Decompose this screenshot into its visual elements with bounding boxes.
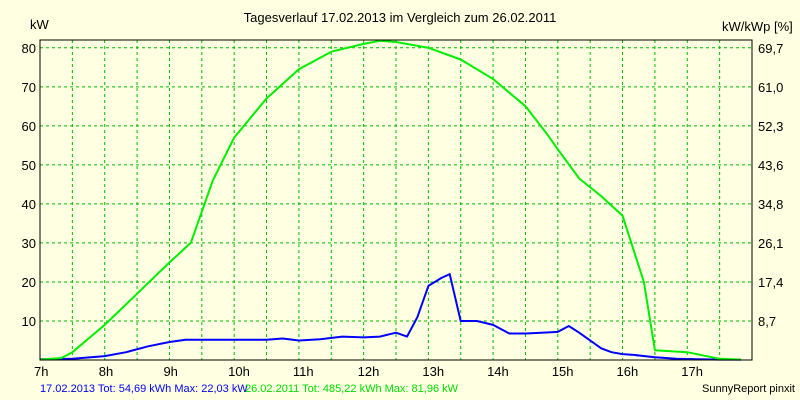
x-tick-label: 17h	[681, 364, 703, 379]
y-tick-label-left: 30	[22, 236, 36, 251]
y-tick-label-right: 17,4	[758, 275, 783, 290]
x-tick-label: 13h	[422, 364, 444, 379]
y-tick-label-left: 10	[22, 314, 36, 329]
x-tick-label: 16h	[617, 364, 639, 379]
y-tick-label-left: 20	[22, 275, 36, 290]
x-tick-label: 14h	[487, 364, 509, 379]
y-axis-label-left: kW	[30, 17, 50, 32]
x-tick-label: 15h	[552, 364, 574, 379]
y-tick-label-right: 69,7	[758, 41, 783, 56]
chart-title: Tagesverlauf 17.02.2013 im Vergleich zum…	[244, 10, 557, 25]
y-tick-label-right: 61,0	[758, 80, 783, 95]
x-axis-ticks: 7h 8h 9h 10h 11h 12h 13h 14h 15h 16h 17h	[34, 364, 703, 379]
y-tick-label-left: 60	[22, 119, 36, 134]
credit-text: SunnyReport pinxit	[702, 383, 795, 395]
series-line-17-02-2013	[39, 273, 741, 361]
x-tick-label: 12h	[358, 364, 380, 379]
y-tick-label-right: 26,1	[758, 236, 783, 251]
plot-frame	[39, 39, 753, 361]
series-line-26-02-2011	[39, 39, 742, 361]
y-tick-label-right: 34,8	[758, 197, 783, 212]
y-tick-label-left: 50	[22, 158, 36, 173]
series-lines	[39, 39, 742, 361]
grid-lines	[40, 40, 752, 360]
x-tick-label: 7h	[34, 364, 48, 379]
x-tick-label: 8h	[99, 364, 113, 379]
x-tick-label: 11h	[293, 364, 314, 379]
x-tick-label: 10h	[228, 364, 250, 379]
y-axis-ticks-left: 10 20 30 40 50 60 70 80	[22, 41, 36, 329]
y-tick-label-left: 40	[22, 197, 36, 212]
y-tick-label-left: 80	[22, 41, 36, 56]
y-tick-label-right: 43,6	[758, 158, 783, 173]
legend-2011: 26.02.2011 Tot: 485,22 kWh Max: 81,96 kW	[245, 383, 459, 395]
y-axis-label-right: kW/kWp [%]	[722, 19, 793, 34]
y-tick-label-right: 8,7	[758, 314, 776, 329]
y-axis-ticks-right: 8,7 17,4 26,1 34,8 43,6 52,3 61,0 69,7	[758, 41, 783, 329]
x-tick-label: 9h	[163, 364, 177, 379]
legend-2013: 17.02.2013 Tot: 54,69 kWh Max: 22,03 kW	[40, 383, 248, 395]
y-tick-label-left: 70	[22, 80, 36, 95]
y-tick-label-right: 52,3	[758, 119, 783, 134]
